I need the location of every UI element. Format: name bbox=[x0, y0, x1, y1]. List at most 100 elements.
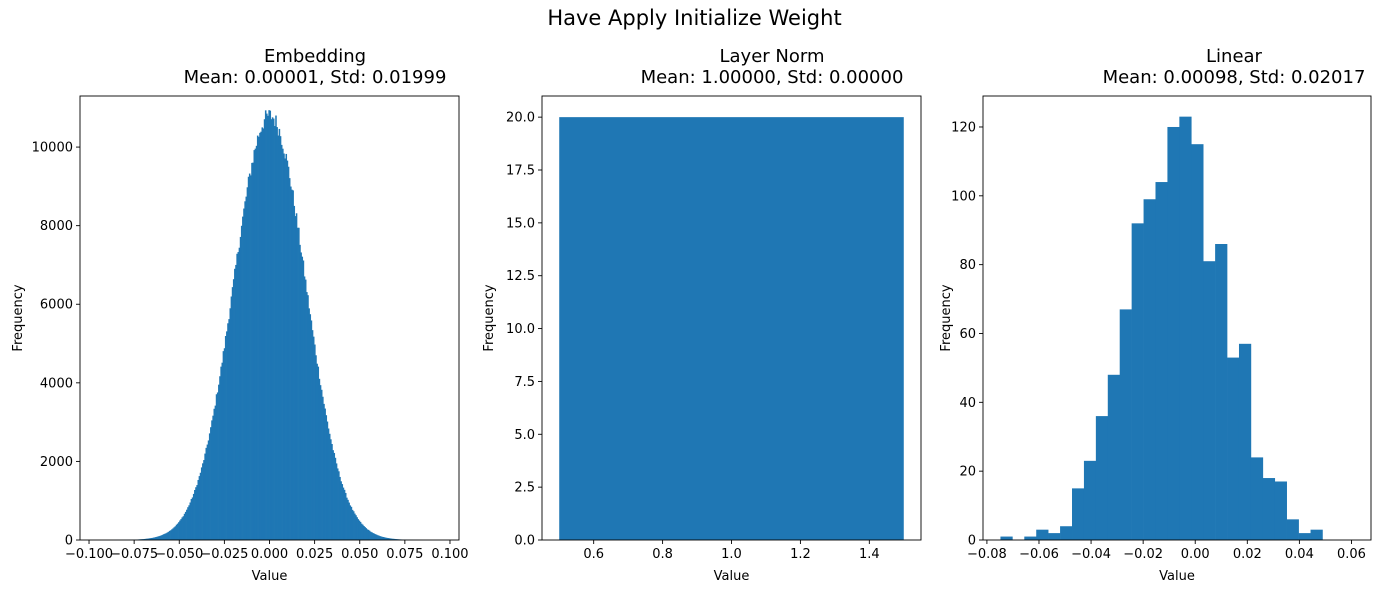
embedding-bar bbox=[147, 538, 149, 540]
embedding-bar bbox=[232, 279, 235, 540]
embedding-bar bbox=[231, 287, 234, 540]
linear-ytick-label: 60 bbox=[959, 327, 976, 342]
layer-norm-title: Layer Norm Mean: 1.00000, Std: 0.00000 bbox=[622, 46, 922, 88]
embedding-bar bbox=[336, 468, 339, 540]
embedding-bar bbox=[216, 392, 219, 540]
embedding-bar bbox=[166, 532, 169, 540]
embedding-bar bbox=[344, 492, 347, 540]
linear-bar bbox=[1036, 529, 1049, 540]
embedding-bar bbox=[359, 521, 362, 540]
figure-title: Have Apply Initialize Weight bbox=[547, 6, 842, 30]
embedding-bar bbox=[277, 135, 280, 540]
embedding-bar bbox=[245, 196, 248, 541]
embedding-bar bbox=[182, 516, 185, 540]
embedding-bar bbox=[146, 538, 148, 540]
embedding-bar bbox=[227, 323, 229, 540]
embedding-bar bbox=[278, 128, 281, 540]
embedding-bar bbox=[244, 201, 246, 540]
embedding-bar bbox=[373, 533, 376, 540]
embedding-bar bbox=[286, 160, 289, 540]
embedding-bar bbox=[162, 534, 164, 540]
linear-ytick-label: 100 bbox=[951, 189, 976, 204]
linear-bar bbox=[1024, 536, 1037, 540]
embedding-bar bbox=[222, 351, 225, 540]
linear-ytick-label: 20 bbox=[959, 465, 976, 480]
layer-norm-xtick-label: 1.0 bbox=[721, 547, 742, 562]
embedding-bar bbox=[149, 538, 152, 540]
embedding-ytick-label: 2000 bbox=[40, 455, 73, 470]
embedding-bar bbox=[237, 252, 240, 540]
embedding-bar bbox=[304, 279, 307, 540]
embedding-bar bbox=[246, 187, 249, 540]
embedding-bar bbox=[394, 538, 396, 540]
embedding-bar bbox=[315, 355, 317, 540]
layer-norm-xtick-label: 1.4 bbox=[859, 547, 880, 562]
embedding-bar bbox=[295, 213, 298, 540]
embedding-bars bbox=[114, 110, 426, 541]
embedding-bar bbox=[211, 420, 213, 540]
embedding-bar bbox=[160, 535, 163, 540]
embedding-bar bbox=[339, 476, 341, 540]
embedding-bar bbox=[229, 308, 232, 540]
embedding-bar bbox=[214, 405, 217, 540]
embedding-bar bbox=[324, 408, 326, 540]
layer-norm-ytick-label: 7.5 bbox=[514, 375, 535, 390]
linear-bar bbox=[1191, 144, 1204, 541]
embedding-bar bbox=[256, 135, 259, 540]
layer-norm-ytick-label: 15.0 bbox=[506, 216, 535, 231]
embedding-bar bbox=[190, 499, 193, 540]
embedding-title-line1: Embedding bbox=[263, 46, 367, 67]
layer-norm-xlabel: Value bbox=[714, 569, 750, 584]
embedding-bar bbox=[383, 537, 386, 540]
embedding-bar bbox=[239, 236, 242, 541]
embedding-bar bbox=[212, 415, 214, 540]
embedding-bar bbox=[386, 537, 388, 540]
embedding-bar bbox=[395, 539, 397, 540]
layer-norm-xtick-label: 0.8 bbox=[652, 547, 673, 562]
embedding-bar bbox=[151, 537, 154, 540]
embedding-bar bbox=[189, 502, 192, 540]
linear-bar bbox=[1143, 199, 1156, 541]
linear-bar bbox=[1250, 457, 1264, 540]
embedding-bar bbox=[200, 467, 203, 540]
linear-xtick-label: 0.06 bbox=[1337, 547, 1366, 562]
embedding-bar bbox=[258, 136, 260, 540]
embedding-bar bbox=[287, 166, 290, 540]
embedding-bar bbox=[365, 528, 368, 540]
layer-norm-title-line2: Mean: 1.00000, Std: 0.00000 bbox=[640, 67, 904, 88]
embedding-bar bbox=[144, 538, 147, 540]
embedding-bar bbox=[291, 189, 293, 541]
embedding-bar bbox=[261, 127, 264, 540]
embedding-bar bbox=[390, 538, 393, 540]
embedding-bar bbox=[164, 533, 166, 540]
embedding-bar bbox=[348, 502, 350, 540]
linear-bar bbox=[1060, 526, 1073, 540]
embedding-bar bbox=[170, 530, 172, 540]
embedding-bar bbox=[301, 256, 304, 540]
embedding-bar bbox=[280, 144, 283, 540]
embedding-bar bbox=[389, 538, 392, 540]
linear-ytick-label: 40 bbox=[959, 396, 976, 411]
linear-ytick-label: 120 bbox=[951, 120, 976, 135]
embedding-bar bbox=[176, 523, 179, 540]
embedding-bar bbox=[357, 519, 360, 540]
embedding-bar bbox=[310, 320, 313, 540]
embedding-bar bbox=[269, 110, 272, 540]
embedding-bar bbox=[178, 522, 180, 540]
embedding-bar bbox=[294, 216, 297, 541]
embedding-title-line2: Mean: 0.00001, Std: 0.01999 bbox=[183, 67, 447, 88]
embedding-bar bbox=[307, 295, 309, 540]
linear-bar bbox=[1215, 244, 1228, 540]
embedding-bar bbox=[218, 384, 220, 540]
embedding-bar bbox=[320, 389, 323, 540]
linear-xtick-label: 0.00 bbox=[1181, 547, 1210, 562]
embedding-bar bbox=[253, 150, 256, 541]
embedding-bar bbox=[250, 175, 252, 540]
embedding-bar bbox=[366, 529, 369, 540]
embedding-bar bbox=[293, 205, 296, 540]
embedding-bar bbox=[254, 148, 257, 541]
layer-norm-ytick-label: 0.0 bbox=[514, 534, 535, 549]
embedding-bar bbox=[318, 378, 321, 540]
embedding-bar bbox=[143, 538, 146, 540]
embedding-bar bbox=[285, 153, 288, 540]
